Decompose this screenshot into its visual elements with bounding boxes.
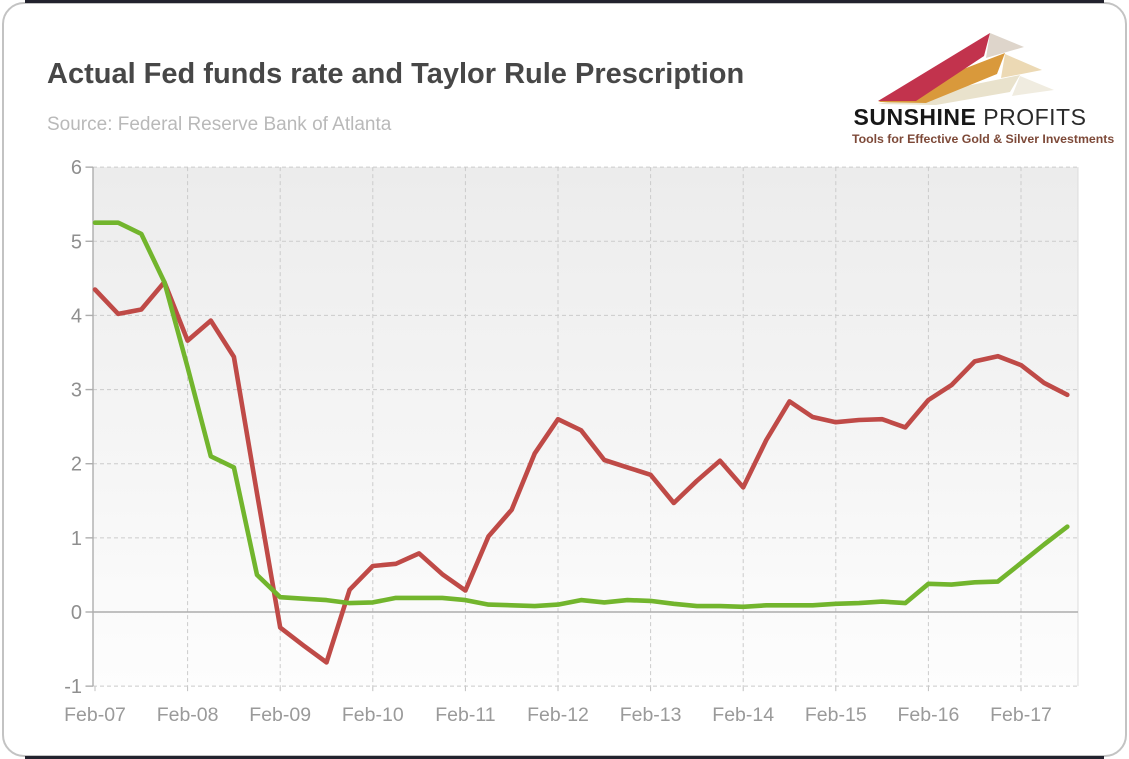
logo-name-bold: SUNSHINE	[853, 104, 977, 130]
svg-text:1: 1	[71, 528, 82, 550]
logo-rays-icon	[878, 33, 1054, 105]
svg-text:0: 0	[71, 602, 82, 624]
svg-text:Feb-15: Feb-15	[805, 704, 867, 726]
svg-text:Feb-09: Feb-09	[249, 704, 311, 726]
svg-text:Feb-14: Feb-14	[712, 704, 774, 726]
fed-funds-line	[92, 220, 1070, 610]
svg-text:Feb-13: Feb-13	[620, 704, 682, 726]
source-label: Source: Federal Reserve Bank of Atlanta	[47, 114, 392, 135]
top-border-bar	[25, 0, 1104, 3]
svg-text:Feb-17: Feb-17	[990, 704, 1052, 726]
svg-text:2: 2	[71, 454, 82, 476]
svg-text:Feb-12: Feb-12	[527, 704, 589, 726]
svg-text:Feb-11: Feb-11	[435, 704, 495, 726]
svg-text:3: 3	[71, 380, 82, 402]
svg-text:Feb-07: Feb-07	[64, 704, 126, 726]
svg-text:6: 6	[71, 157, 82, 179]
sunshine-profits-logo: SUNSHINE PROFITS Tools for Effective Gol…	[852, 26, 1115, 146]
svg-text:Feb-16: Feb-16	[898, 704, 960, 726]
svg-text:-1: -1	[64, 676, 82, 698]
fed-funds-taylor-rule-line-chart: 6 5 4 3 2 1 0 -1 Feb-07 Feb-08 Feb-09 Feb-10 Feb-11 F…	[64, 157, 1079, 726]
svg-text:Feb-08: Feb-08	[157, 704, 219, 726]
logo-name-light: PROFITS	[976, 104, 1087, 130]
taylor-rule-line	[92, 279, 1070, 665]
logo-wordmark: SUNSHINE PROFITS	[852, 104, 1088, 131]
svg-text:4: 4	[71, 305, 82, 327]
bottom-border-bar	[25, 756, 1104, 759]
svg-text:5: 5	[71, 231, 82, 253]
chart-title: Actual Fed funds rate and Taylor Rule Pr…	[47, 58, 745, 90]
logo-tagline: Tools for Effective Gold & Silver Invest…	[852, 132, 1115, 146]
svg-text:Feb-10: Feb-10	[342, 704, 404, 726]
